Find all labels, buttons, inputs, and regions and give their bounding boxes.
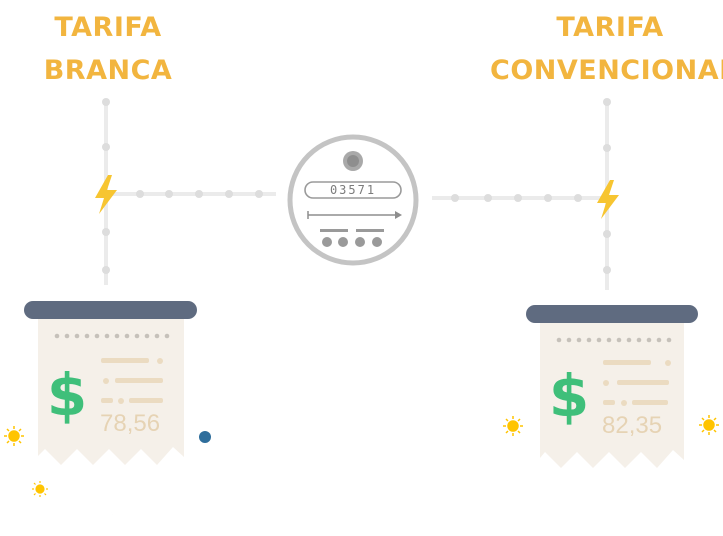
meter-reading: 03571 [329,183,377,197]
receipt-left: $ [24,301,197,465]
sun-icon-left [4,426,24,446]
sun-icon-small [32,481,48,497]
title-right-line2: CONVENCIONAL [490,55,723,86]
lightning-bolt-icon-left [95,175,117,214]
sun-icon-right-inner [503,416,523,436]
title-tarifa-branca: TARIFA BRANCA [18,6,198,92]
left-connector-line [104,100,276,285]
crescent-moon-icon-2 [178,482,184,494]
dollar-sign-icon-right: $ [549,362,589,430]
lightning-bolt-icon-right [597,180,619,219]
left-connector-dots [102,98,263,274]
dollar-sign-icon-left: $ [47,361,87,429]
title-right-line1: TARIFA [556,12,664,43]
receipt-right: $ [526,305,698,468]
moon-dot-icon [199,431,211,443]
crescent-moon-icon-3 [110,503,120,518]
title-left-line1: TARIFA [54,12,162,43]
amount-tarifa-branca: 78,56 [100,410,161,437]
sun-icon-right-outer [699,415,719,435]
title-left-line2: BRANCA [43,55,173,86]
amount-tarifa-convencional: 82,35 [602,412,663,439]
right-connector-dots [451,98,611,274]
title-tarifa-convencional: TARIFA CONVENCIONAL [490,6,723,92]
electricity-meter [287,134,419,266]
